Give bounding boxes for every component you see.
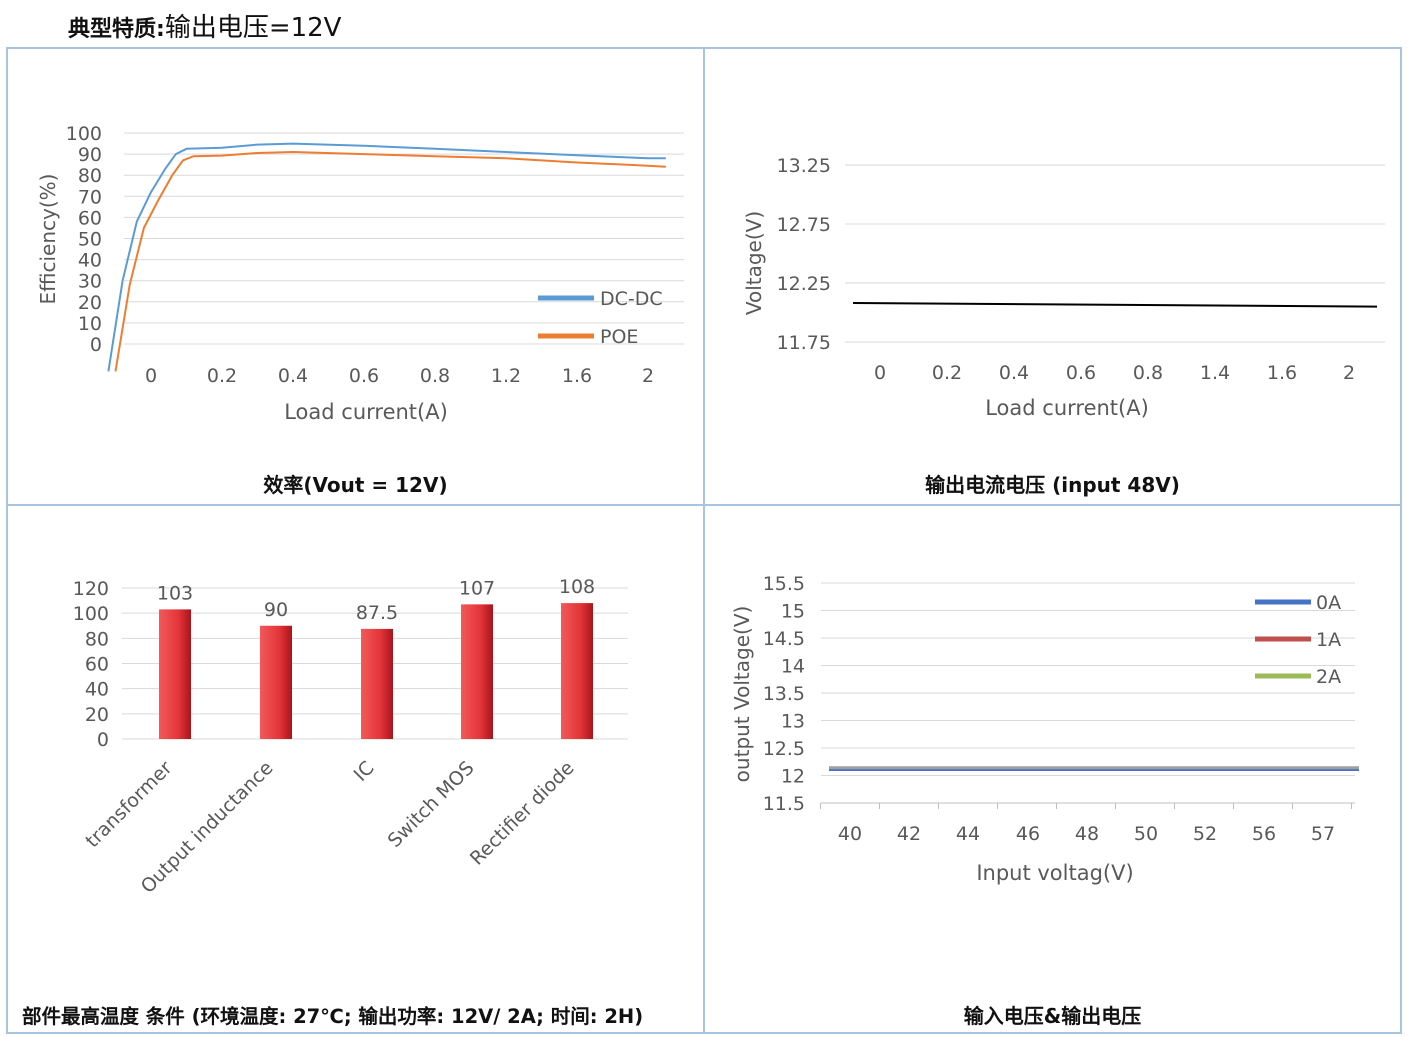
y-tick-label: 50 bbox=[78, 229, 102, 251]
legend-label: 1A bbox=[1316, 629, 1341, 651]
x-tick-label: 42 bbox=[897, 823, 921, 845]
x-axis-title: Input voltag(V) bbox=[976, 861, 1133, 885]
y-tick-label: 15 bbox=[781, 601, 805, 623]
y-tick-label: 13 bbox=[781, 711, 805, 733]
x-tick-label: 0 bbox=[145, 365, 157, 387]
y-axis-title: output Voltage(V) bbox=[730, 606, 754, 783]
input-output-chart: 15.5 15 14.5 14 13.5 13 12.5 12 11.5 40 42 44 46 48 50… bbox=[730, 573, 1359, 885]
x-tick-label: 46 bbox=[1016, 823, 1040, 845]
x-tick-label: 2 bbox=[1343, 362, 1355, 384]
output-voltage-chart: 13.25 12.75 12.25 11.75 0 0.2 0.4 0.6 0.8 1.4 1.6 2… bbox=[742, 155, 1385, 420]
x-tick-label: 1.6 bbox=[1267, 362, 1297, 384]
series-line-poe bbox=[114, 150, 666, 372]
y-tick-label: 13.25 bbox=[777, 155, 831, 177]
x-tick-label: 0.6 bbox=[1066, 362, 1096, 384]
efficiency-caption: 效率(Vout = 12V) bbox=[263, 473, 448, 497]
temperature-caption: 部件最高温度 条件 (环境温度: 27℃; 输出功率: 12V/ 2A; 时间:… bbox=[22, 1005, 644, 1028]
y-tick-label: 20 bbox=[78, 292, 102, 314]
y-tick-label: 40 bbox=[85, 679, 109, 701]
legend-label: 2A bbox=[1316, 666, 1341, 688]
x-tick-label: 0.8 bbox=[1133, 362, 1163, 384]
y-tick-label: 14.5 bbox=[763, 628, 805, 650]
category-label: IC bbox=[350, 757, 379, 786]
y-tick-label: 100 bbox=[66, 123, 102, 145]
temperature-panel: 120 100 80 60 40 20 0 103 transformer 90 Output in… bbox=[6, 504, 705, 1034]
x-tick-label: 44 bbox=[956, 823, 980, 845]
y-axis-title: Efficiency(%) bbox=[36, 174, 60, 305]
x-tick-label: 0.8 bbox=[420, 365, 450, 387]
legend-label: DC-DC bbox=[600, 288, 663, 310]
x-axis-title: Load current(A) bbox=[985, 396, 1149, 420]
data-label: 90 bbox=[264, 599, 288, 621]
data-label: 87.5 bbox=[356, 602, 398, 624]
y-tick-label: 120 bbox=[73, 578, 109, 600]
y-tick-label: 0 bbox=[90, 334, 102, 356]
input-output-caption: 输入电压&输出电压 bbox=[963, 1004, 1142, 1028]
output-voltage-panel: 13.25 12.75 12.25 11.75 0 0.2 0.4 0.6 0.8 1.4 1.6 2… bbox=[703, 47, 1402, 506]
legend-label: POE bbox=[600, 326, 638, 348]
x-tick-label: 56 bbox=[1252, 823, 1276, 845]
y-tick-label: 20 bbox=[85, 704, 109, 726]
category-label: Rectifier diode bbox=[466, 757, 579, 870]
x-axis-title: Load current(A) bbox=[284, 400, 448, 424]
y-tick-label: 60 bbox=[78, 207, 102, 229]
x-tick-label: 1.2 bbox=[491, 365, 521, 387]
y-tick-label: 100 bbox=[73, 603, 109, 625]
page-title-bold: 典型特质: bbox=[68, 17, 165, 42]
x-tick-label: 57 bbox=[1311, 823, 1335, 845]
y-tick-label: 30 bbox=[78, 271, 102, 293]
data-label: 108 bbox=[559, 576, 595, 598]
x-tick-label: 1.6 bbox=[562, 365, 592, 387]
y-tick-label: 90 bbox=[78, 144, 102, 166]
x-tick-label: 0.2 bbox=[932, 362, 962, 384]
x-tick-label: 2 bbox=[642, 365, 654, 387]
category-label: Switch MOS bbox=[384, 757, 479, 852]
input-output-panel: 15.5 15 14.5 14 13.5 13 12.5 12 11.5 40 42 44 46 48 50… bbox=[703, 504, 1402, 1034]
y-tick-label: 70 bbox=[78, 186, 102, 208]
bar bbox=[461, 604, 493, 739]
x-tick-label: 40 bbox=[838, 823, 862, 845]
bar bbox=[260, 625, 292, 739]
y-tick-label: 12.5 bbox=[763, 738, 805, 760]
page-title-rest: 输出电压=12V bbox=[164, 13, 342, 43]
y-tick-label: 11.75 bbox=[777, 332, 831, 354]
x-tick-label: 1.4 bbox=[1200, 362, 1230, 384]
y-tick-label: 40 bbox=[78, 250, 102, 272]
y-tick-label: 80 bbox=[85, 628, 109, 650]
bar bbox=[361, 628, 393, 739]
x-tick-label: 48 bbox=[1075, 823, 1099, 845]
data-label: 107 bbox=[459, 577, 495, 599]
x-tick-label: 0.4 bbox=[999, 362, 1029, 384]
x-tick-label: 0 bbox=[874, 362, 886, 384]
series-line bbox=[852, 302, 1378, 308]
y-tick-label: 60 bbox=[85, 654, 109, 676]
x-tick-label: 0.2 bbox=[207, 365, 237, 387]
y-tick-label: 14 bbox=[781, 656, 805, 678]
series-line-dc-dc bbox=[107, 142, 666, 372]
y-tick-label: 80 bbox=[78, 165, 102, 187]
bar bbox=[159, 609, 191, 739]
y-axis-title: Voltage(V) bbox=[742, 211, 766, 315]
efficiency-panel: 100 90 80 70 60 50 40 30 20 10 0 0 0.2 0.4 0.6 0.8 1.2 1.… bbox=[6, 47, 705, 506]
legend-label: 0A bbox=[1316, 592, 1341, 614]
x-tick-label: 0.6 bbox=[349, 365, 379, 387]
x-tick-label: 0.4 bbox=[278, 365, 308, 387]
category-label: transformer bbox=[81, 757, 176, 852]
y-tick-label: 12.25 bbox=[777, 273, 831, 295]
output-voltage-caption: 输出电流电压 (input 48V) bbox=[925, 473, 1180, 497]
data-label: 103 bbox=[157, 582, 193, 604]
x-tick-label: 50 bbox=[1134, 823, 1158, 845]
y-tick-label: 11.5 bbox=[763, 793, 805, 815]
y-tick-label: 0 bbox=[97, 729, 109, 751]
y-tick-label: 10 bbox=[78, 313, 102, 335]
y-tick-label: 13.5 bbox=[763, 683, 805, 705]
page-title: 典型特质:输出电压=12V bbox=[68, 8, 341, 48]
y-tick-label: 12.75 bbox=[777, 214, 831, 236]
y-tick-label: 12 bbox=[781, 766, 805, 788]
bar bbox=[561, 603, 593, 739]
y-tick-label: 15.5 bbox=[763, 573, 805, 595]
x-tick-label: 52 bbox=[1193, 823, 1217, 845]
